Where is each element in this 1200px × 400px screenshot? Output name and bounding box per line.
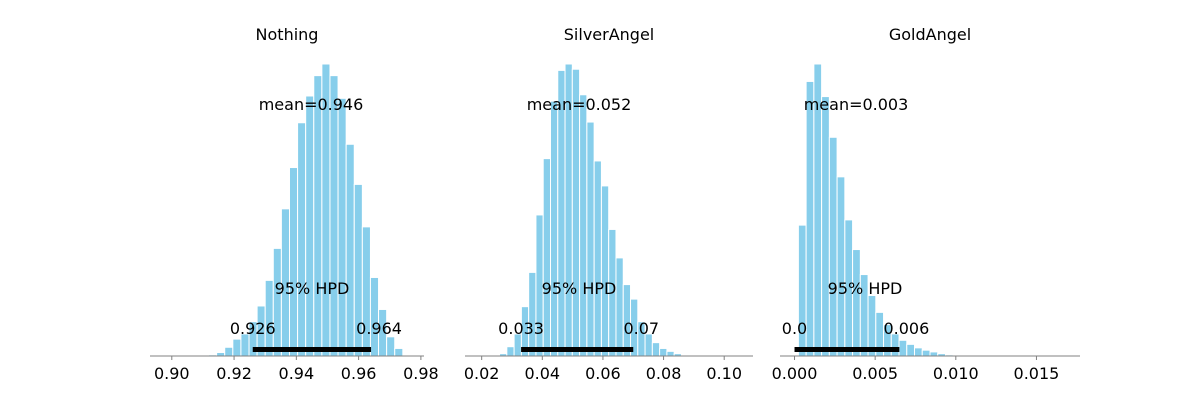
histogram-bar bbox=[898, 339, 908, 357]
hpd-low-label: 0.926 bbox=[230, 319, 276, 338]
histogram-bar bbox=[586, 121, 595, 357]
x-tick-label: 0.010 bbox=[933, 364, 979, 383]
x-tick-label: 0.94 bbox=[279, 364, 315, 383]
histogram-bar bbox=[528, 271, 537, 357]
histogram-bar bbox=[288, 167, 299, 357]
histogram-bar bbox=[836, 176, 846, 357]
x-tick-label: 0.005 bbox=[852, 364, 898, 383]
histogram-bar bbox=[224, 346, 234, 357]
histogram-bar bbox=[651, 342, 661, 357]
histogram-bar bbox=[600, 185, 610, 357]
histogram-bar bbox=[906, 343, 916, 357]
panel-title: GoldAngel bbox=[889, 25, 971, 44]
histogram-bar bbox=[506, 346, 515, 357]
histogram-bar bbox=[579, 94, 588, 357]
hpd-high-label: 0.006 bbox=[883, 319, 929, 338]
hpd-label: 95% HPD bbox=[828, 279, 903, 298]
x-tick-label: 0.90 bbox=[154, 364, 190, 383]
histogram-bar bbox=[921, 349, 931, 357]
histogram-bar bbox=[297, 122, 307, 357]
histogram-bar bbox=[852, 249, 861, 357]
hpd-high-label: 0.964 bbox=[356, 319, 402, 338]
histogram-bar bbox=[305, 95, 315, 357]
histogram-bar bbox=[369, 276, 380, 357]
histogram-bar bbox=[542, 158, 551, 357]
x-tick-label: 0.015 bbox=[1014, 364, 1060, 383]
histogram-bar bbox=[914, 347, 923, 357]
x-tick-label: 0.92 bbox=[216, 364, 252, 383]
hpd-low-label: 0.033 bbox=[498, 319, 544, 338]
histogram-bar bbox=[805, 80, 815, 357]
histogram-bar bbox=[216, 352, 226, 357]
histogram-bar bbox=[659, 347, 668, 357]
histogram-bar bbox=[867, 295, 877, 357]
x-tick-label: 0.02 bbox=[464, 364, 500, 383]
histogram-bar bbox=[615, 257, 624, 357]
hpd-label: 95% HPD bbox=[542, 279, 617, 298]
histogram-bar bbox=[821, 96, 830, 357]
histogram-bar bbox=[666, 350, 675, 357]
panel-title: Nothing bbox=[256, 25, 319, 44]
histogram-bar bbox=[232, 338, 242, 357]
x-tick-label: 0.06 bbox=[585, 364, 621, 383]
mean-label: mean=0.003 bbox=[804, 95, 909, 114]
x-tick-label: 0.08 bbox=[646, 364, 682, 383]
histogram-bar bbox=[828, 136, 838, 357]
x-tick-label: 0.96 bbox=[341, 364, 377, 383]
mean-label: mean=0.946 bbox=[259, 95, 364, 114]
histogram-bar bbox=[394, 347, 404, 357]
histogram-bar bbox=[593, 160, 602, 357]
histogram-bar bbox=[549, 100, 559, 357]
x-tick-label: 0.04 bbox=[524, 364, 560, 383]
hpd-high-label: 0.07 bbox=[623, 319, 659, 338]
histogram-bar bbox=[345, 143, 355, 357]
x-tick-label: 0.10 bbox=[706, 364, 742, 383]
histogram-bar bbox=[929, 351, 939, 357]
hpd-low-label: 0.0 bbox=[782, 319, 807, 338]
histogram-bar bbox=[386, 336, 396, 357]
histogram-bar bbox=[329, 75, 339, 357]
hpd-label: 95% HPD bbox=[275, 279, 350, 298]
x-tick-label: 0.98 bbox=[403, 364, 439, 383]
histogram-bar bbox=[337, 97, 347, 357]
histogram-bar bbox=[313, 75, 323, 357]
mean-label: mean=0.052 bbox=[527, 95, 632, 114]
histogram-bar bbox=[272, 247, 282, 357]
panel-title: SilverAngel bbox=[564, 25, 654, 44]
x-tick-label: 0.000 bbox=[772, 364, 818, 383]
